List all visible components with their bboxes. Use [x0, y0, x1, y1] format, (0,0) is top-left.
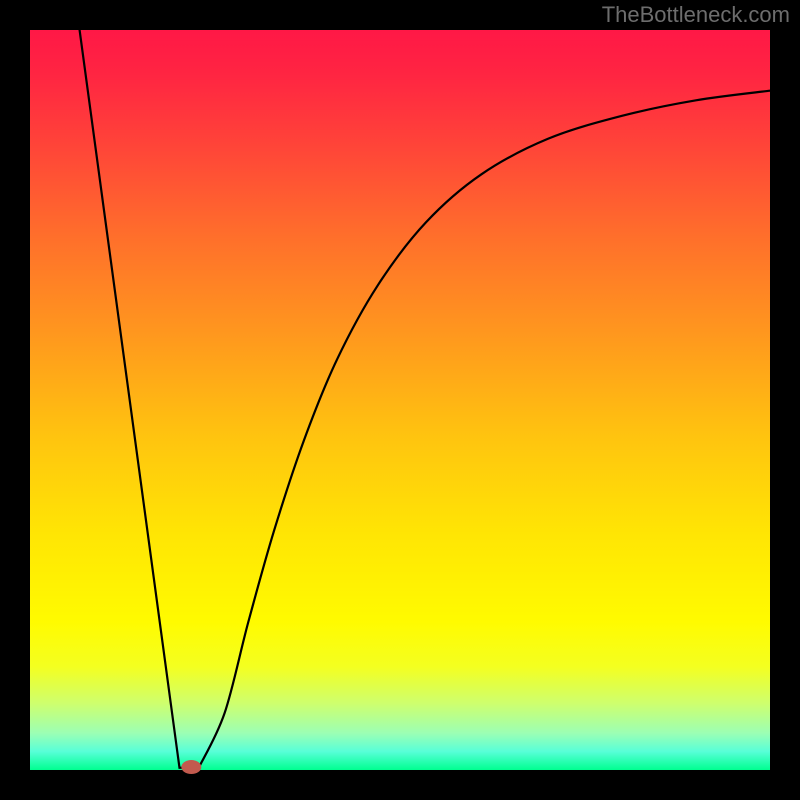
optimal-marker — [181, 760, 201, 774]
chart-container: TheBottleneck.com — [0, 0, 800, 800]
bottleneck-chart — [0, 0, 800, 800]
chart-background — [30, 30, 770, 770]
